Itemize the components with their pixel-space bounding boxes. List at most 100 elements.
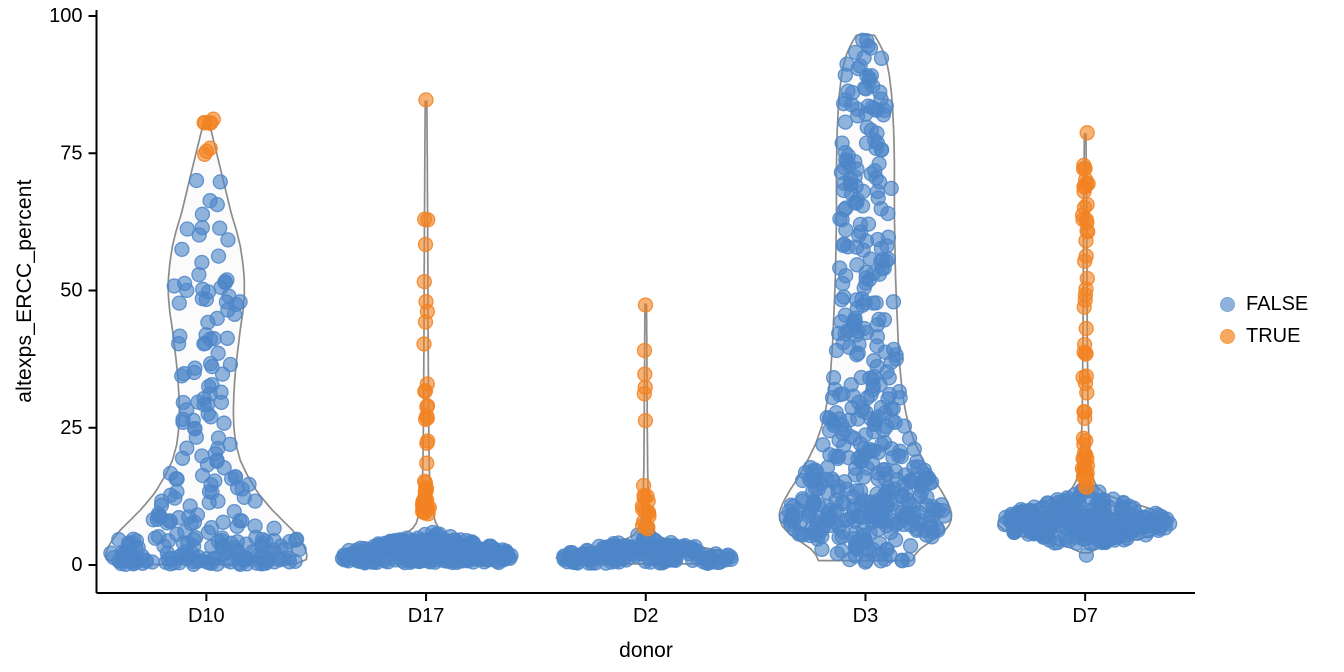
- true-data-point: [1078, 248, 1094, 264]
- false-data-point: [882, 386, 898, 403]
- false-data-point: [926, 501, 942, 518]
- false-data-point: [859, 119, 875, 135]
- false-data-point: [362, 546, 378, 562]
- false-data-point: [1040, 495, 1057, 511]
- false-data-point: [862, 507, 879, 523]
- false-data-point: [836, 422, 853, 438]
- false-data-point: [122, 549, 138, 565]
- false-data-point: [200, 524, 216, 541]
- false-data-point: [1007, 524, 1023, 540]
- false-data-point: [212, 220, 228, 236]
- false-data-point: [188, 172, 205, 189]
- y-tick-label: 100: [49, 5, 82, 27]
- false-data-point: [829, 545, 845, 562]
- false-data-point: [906, 506, 922, 522]
- false-data-point: [174, 368, 190, 384]
- false-data-point: [872, 84, 888, 100]
- false-data-point: [227, 469, 244, 485]
- false-point-swatch-icon: [1220, 296, 1235, 312]
- true-data-point: [417, 236, 434, 253]
- false-data-point: [802, 505, 818, 521]
- false-data-point: [902, 538, 919, 554]
- false-data-point: [862, 40, 879, 56]
- false-data-point: [849, 161, 865, 177]
- false-data-point: [175, 394, 191, 411]
- false-data-point: [869, 358, 885, 375]
- false-data-point: [1059, 490, 1075, 506]
- false-data-point: [442, 529, 459, 545]
- false-data-point: [1027, 522, 1043, 538]
- false-data-point: [846, 317, 863, 333]
- false-data-point: [866, 101, 883, 117]
- false-data-point: [836, 182, 852, 199]
- false-data-point: [859, 390, 875, 406]
- false-data-point: [804, 463, 821, 479]
- false-data-point: [194, 219, 210, 236]
- false-data-point: [817, 510, 834, 527]
- false-data-point: [1115, 499, 1131, 515]
- false-data-point: [428, 526, 445, 542]
- true-data-point: [417, 314, 434, 330]
- false-data-point: [851, 336, 867, 353]
- false-data-point: [253, 549, 269, 565]
- y-tick-label: 75: [60, 142, 82, 164]
- false-data-point: [201, 484, 218, 500]
- true-data-point: [1076, 436, 1092, 453]
- x-tick-label: D17: [408, 605, 445, 627]
- true-data-point: [637, 297, 654, 313]
- false-data-point: [203, 409, 219, 425]
- false-data-point: [150, 529, 167, 545]
- false-data-point: [871, 266, 888, 282]
- false-data-point: [835, 237, 851, 254]
- false-data-point: [623, 540, 639, 556]
- legend-label-false: FALSE: [1246, 292, 1309, 315]
- false-data-point: [1129, 518, 1145, 534]
- false-data-point: [918, 527, 935, 543]
- false-data-point: [465, 554, 481, 570]
- false-data-point: [873, 50, 890, 66]
- false-data-point: [804, 484, 821, 500]
- true-data-point: [1077, 160, 1093, 177]
- false-data-point: [176, 275, 193, 292]
- false-data-point: [174, 241, 190, 258]
- true-data-point: [416, 496, 432, 513]
- false-data-point: [861, 73, 877, 89]
- false-data-point: [838, 512, 854, 528]
- false-data-point: [162, 465, 179, 482]
- true-data-point: [636, 342, 653, 359]
- true-data-point: [1077, 375, 1094, 391]
- true-data-point: [417, 383, 434, 399]
- false-data-point: [169, 526, 185, 542]
- false-data-point: [1096, 499, 1112, 516]
- false-data-point: [885, 294, 902, 310]
- false-data-point: [884, 413, 900, 429]
- false-data-point: [217, 274, 233, 290]
- false-data-point: [857, 427, 874, 443]
- false-data-point: [171, 295, 187, 311]
- false-data-point: [449, 554, 465, 570]
- false-data-point: [873, 201, 889, 217]
- false-data-point: [663, 534, 679, 551]
- false-data-point: [415, 552, 432, 569]
- false-data-point: [204, 358, 220, 375]
- false-data-point: [831, 325, 847, 342]
- false-data-point: [399, 530, 415, 546]
- true-data-point: [416, 336, 432, 352]
- true-data-point: [637, 366, 653, 382]
- true-data-point: [1079, 196, 1095, 213]
- false-data-point: [836, 201, 853, 218]
- false-data-point: [882, 547, 898, 564]
- false-data-point: [220, 232, 236, 248]
- false-data-point: [219, 330, 235, 346]
- false-data-point: [878, 465, 895, 482]
- false-data-point: [1115, 516, 1132, 532]
- x-tick-label: D2: [633, 605, 659, 627]
- false-data-point: [220, 544, 237, 561]
- y-tick-label: 0: [71, 554, 82, 576]
- true-data-point: [418, 92, 434, 108]
- false-data-point: [1161, 516, 1178, 532]
- true-data-point: [1076, 299, 1092, 315]
- false-data-point: [876, 312, 893, 328]
